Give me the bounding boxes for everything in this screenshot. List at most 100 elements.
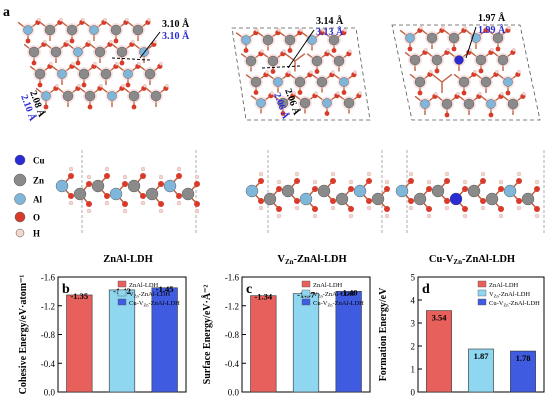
metal-atom — [335, 192, 349, 206]
hydrogen-atom — [516, 205, 522, 211]
s3-dist-1-blue: 1.99 Å — [478, 24, 506, 36]
oxygen-atom — [176, 173, 182, 179]
oxygen-atom — [407, 46, 413, 52]
oxygen-atom — [408, 178, 414, 184]
y-tick-label: -0.4 — [225, 359, 240, 369]
oxygen-atom — [253, 90, 259, 95]
hydrogen-atom — [516, 171, 522, 177]
legend-swatch-3 — [477, 298, 487, 306]
bond — [431, 73, 443, 83]
metal-atom — [181, 187, 195, 201]
legend-label-1: ZnAl-LDH — [129, 282, 159, 289]
hydrogen-atom — [534, 179, 540, 185]
hydrogen-atom — [384, 213, 390, 219]
hydrogen-atom — [490, 48, 494, 52]
oxygen-atom — [498, 206, 504, 212]
oxygen-atom — [451, 46, 457, 52]
y-tick-label: 5 — [411, 273, 416, 283]
hydrogen-atom — [326, 49, 330, 53]
metal-atom — [107, 91, 117, 101]
hydrogen-atom — [485, 26, 489, 30]
hydrogen-atom — [122, 174, 128, 180]
metal-atom — [454, 55, 464, 65]
oxygen-atom — [119, 60, 125, 66]
oxygen-atom — [417, 90, 423, 96]
y-tick-label: 0 — [411, 388, 416, 398]
hydrogen-atom — [87, 40, 91, 44]
hydrogen-atom — [498, 213, 504, 219]
hydrogen-atom — [480, 171, 486, 177]
metal-atom — [144, 68, 156, 80]
y-tick-label: -0.8 — [225, 330, 240, 340]
structure-1-name: ZnAl-LDH — [103, 254, 153, 265]
hydrogen-atom — [353, 70, 357, 74]
oxygen-atom — [297, 90, 303, 95]
legend-h-label: H — [33, 229, 40, 239]
hydrogen-atom — [158, 208, 164, 214]
legend-swatch-3 — [301, 298, 311, 306]
structure-3-name: Cu-VZn-ZnAl-LDH — [429, 254, 515, 266]
y-axis-label: Cohesive Energy/eV·atom⁻¹ — [18, 275, 29, 395]
hydrogen-atom — [147, 18, 151, 22]
metal-atom — [405, 33, 415, 43]
legend-label-1: ZnAl-LDH — [313, 282, 343, 289]
hydrogen-atom — [71, 62, 75, 66]
s1-dist-1-blue: 3.10 Å — [162, 30, 190, 42]
metal-atom — [431, 54, 443, 66]
oxygen-atom — [158, 201, 164, 207]
metal-atom — [256, 98, 266, 108]
y-tick-label: -1.2 — [225, 301, 239, 311]
metal-atom — [299, 192, 313, 206]
legend-swatch-1 — [117, 280, 127, 288]
oxygen-atom — [125, 82, 131, 88]
metal-atom — [414, 76, 426, 88]
bond — [441, 73, 453, 83]
metal-atom — [463, 98, 475, 110]
bar-1 — [66, 294, 93, 393]
metal-atom — [23, 25, 33, 35]
chart-b: -1.6 -1.2 -0.8 -0.4 0.0 Cohesive Energy/eV·at… — [18, 273, 187, 398]
legend-label-3: Cu-VZn-ZnAl-LDH — [489, 300, 540, 308]
hydrogen-atom — [109, 40, 113, 44]
oxygen-atom — [86, 181, 92, 187]
legend-swatch-3 — [117, 298, 127, 306]
metal-atom — [485, 192, 499, 206]
oxygen-atom — [86, 201, 92, 207]
hydrogen-atom — [309, 70, 313, 74]
bar-3 — [335, 291, 362, 393]
oxygen-atom — [194, 201, 200, 207]
metal-atom — [150, 90, 162, 102]
oxygen-atom — [341, 90, 347, 95]
oxygen-atom — [87, 104, 93, 110]
metal-atom — [475, 54, 487, 66]
hydrogen-atom — [270, 91, 274, 95]
metal-atom — [245, 184, 259, 198]
hydrogen-atom — [159, 62, 163, 66]
metal-atom — [409, 54, 421, 66]
hydrogen-atom — [312, 213, 318, 219]
metal-atom — [449, 192, 463, 206]
hydrogen-atom — [366, 171, 372, 177]
oxygen-atom — [131, 104, 137, 110]
legend-o-label: O — [33, 213, 40, 223]
hydrogen-atom — [348, 213, 354, 219]
panel-b-letter: b — [62, 282, 70, 297]
bar-1 — [426, 310, 452, 393]
y-tick-label: 2 — [411, 342, 416, 352]
y-tick-label: 0.0 — [44, 388, 56, 398]
structure-3-side-view — [395, 150, 545, 235]
hydrogen-atom — [294, 171, 300, 177]
bar-1-value-label: -1.34 — [254, 292, 272, 302]
hydrogen-atom — [419, 26, 423, 30]
hydrogen-atom — [158, 174, 164, 180]
hydrogen-atom — [143, 84, 147, 88]
hydrogen-atom — [282, 49, 286, 53]
metal-atom — [44, 24, 56, 36]
chart-c: -1.6 -1.2 -0.8 -0.4 0.0 Surface Energy/eV·Å⁻²… — [201, 273, 371, 398]
hydrogen-atom — [287, 70, 291, 74]
metal-atom — [109, 187, 123, 201]
metal-atom — [316, 76, 328, 88]
metal-atom — [66, 24, 78, 36]
oxygen-atom — [444, 198, 450, 204]
